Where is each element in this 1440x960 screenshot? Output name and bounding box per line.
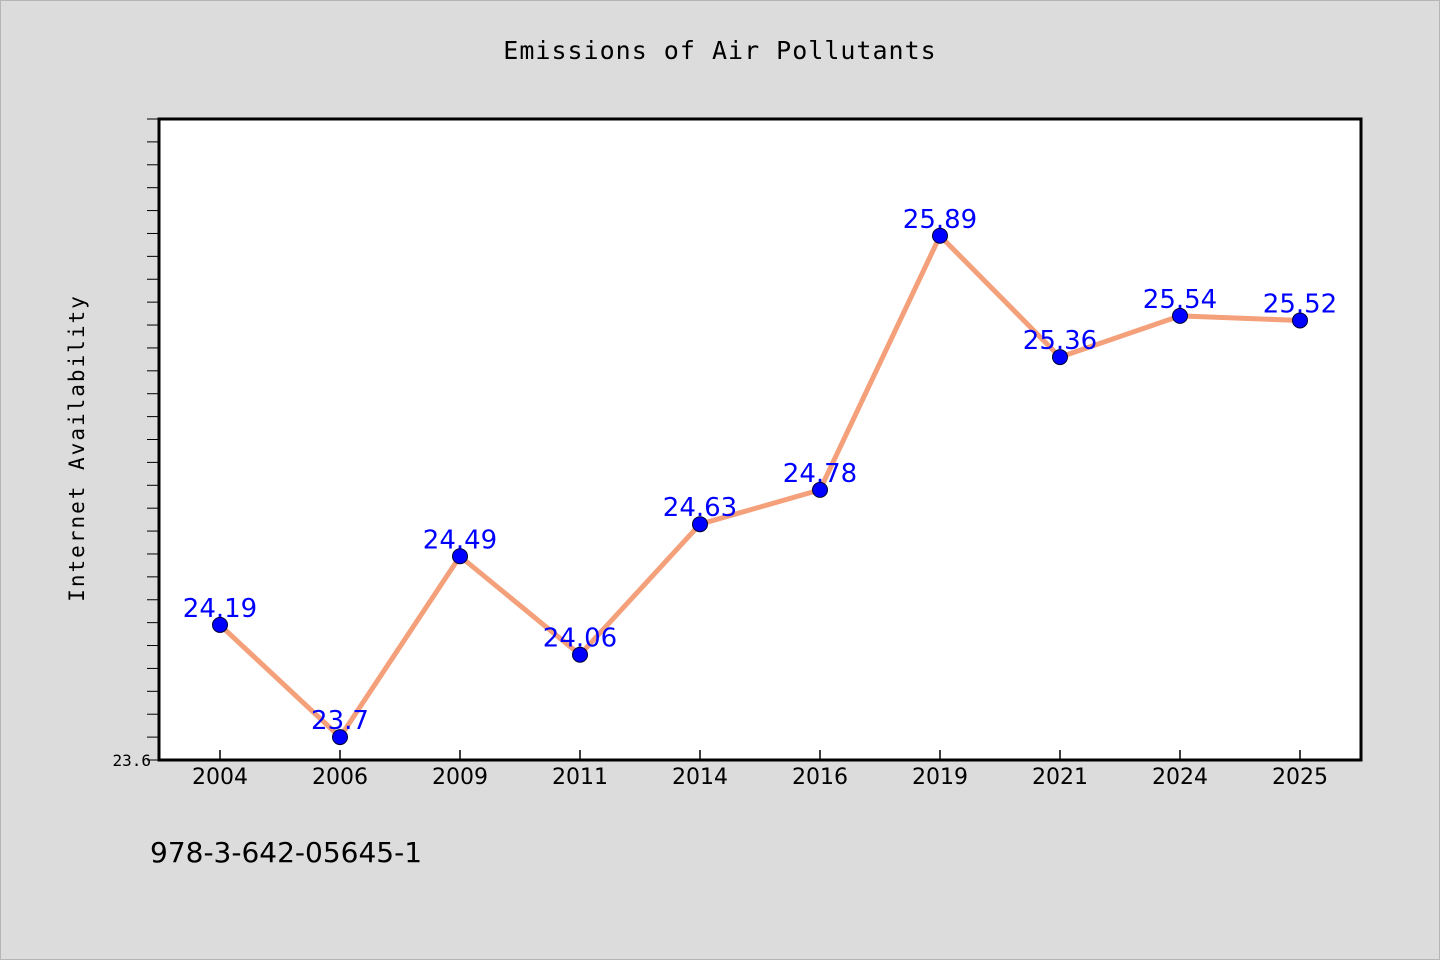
x-tick-label: 2016 — [792, 765, 848, 790]
x-tick-label: 2006 — [312, 765, 368, 790]
x-tick-label: 2021 — [1032, 765, 1088, 790]
data-label: 24.19 — [183, 594, 257, 624]
data-label: 25.54 — [1143, 285, 1217, 315]
plot-area — [157, 117, 1363, 762]
data-label: 25.52 — [1263, 289, 1337, 319]
series-lines — [217, 233, 1303, 740]
data-point — [812, 481, 828, 498]
x-tick-label: 2011 — [552, 765, 608, 790]
x-tick-label: 2019 — [912, 765, 968, 790]
x-tick-label: 2025 — [1272, 765, 1328, 790]
y-axis-ticks: 23.6 — [112, 118, 159, 770]
data-point — [1292, 312, 1308, 329]
data-label: 24.63 — [663, 493, 737, 523]
data-point — [332, 729, 348, 746]
data-label: 23.7 — [311, 706, 369, 736]
x-axis-ticks: 2004 2006 2009 2011 2014 2016 2019 2021 2024 2025 — [192, 750, 1328, 790]
data-point — [932, 227, 948, 244]
x-tick-label: 2014 — [672, 765, 728, 790]
data-markers — [212, 227, 1308, 746]
data-point — [212, 616, 228, 633]
data-point — [452, 548, 468, 565]
data-point — [1052, 349, 1068, 366]
data-labels: 24.19 23.7 24.49 24.06 24.63 24.78 25.89 25.36 2… — [183, 205, 1337, 736]
chart-title: Emissions of Air Pollutants — [503, 36, 937, 65]
data-label: 24.49 — [423, 525, 497, 555]
footer-code: 978-3-642-05645-1 — [150, 836, 423, 869]
data-label: 24.78 — [783, 459, 857, 489]
data-label: 25.89 — [903, 205, 977, 235]
data-point — [572, 646, 588, 663]
x-tick-label: 2009 — [432, 765, 488, 790]
data-label: 25.36 — [1023, 326, 1097, 356]
series-line — [217, 233, 1303, 740]
data-point — [692, 516, 708, 533]
x-tick-label: 2004 — [192, 765, 248, 790]
y-tick-label: 23.6 — [112, 751, 151, 770]
data-label: 24.06 — [543, 624, 617, 654]
x-tick-label: 2024 — [1152, 765, 1208, 790]
data-point — [1172, 307, 1188, 324]
